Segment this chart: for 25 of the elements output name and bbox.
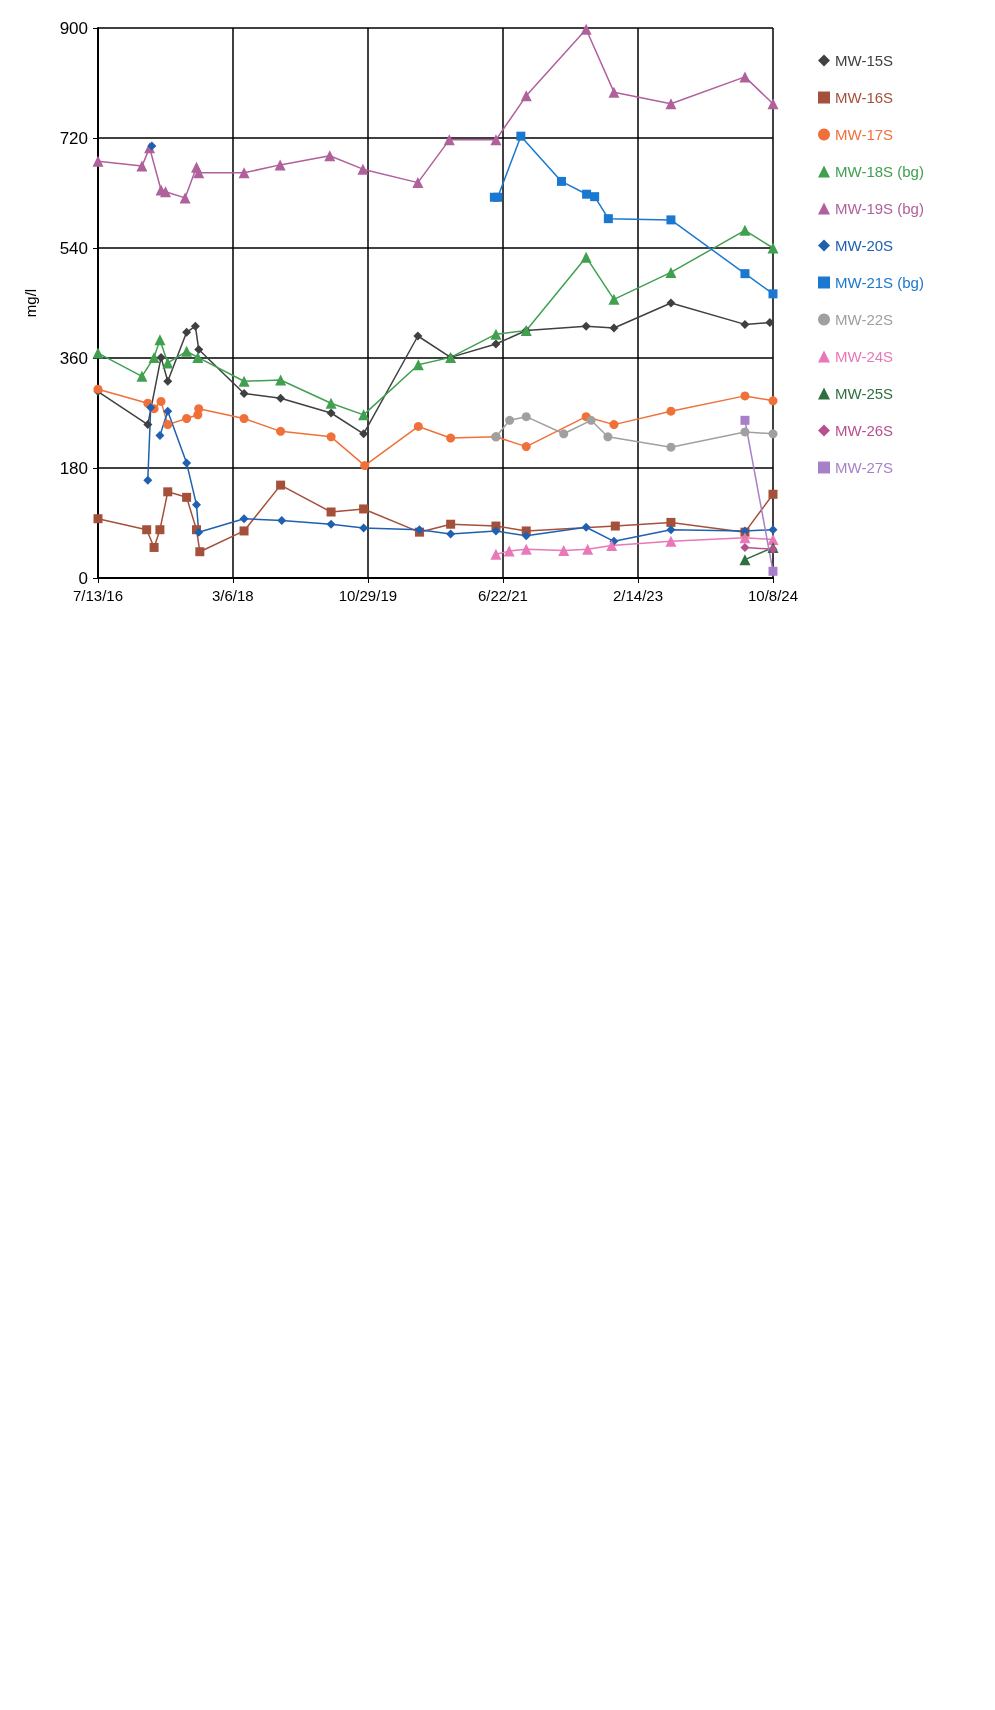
legend-label: MW-15S	[835, 52, 894, 69]
y-tick-label: 180	[59, 458, 88, 478]
y-axis-title: mg/l	[22, 288, 39, 318]
legend-label: MW-22S	[835, 311, 894, 328]
y-tick-label: 900	[59, 18, 88, 38]
legend-label: MW-20S	[835, 237, 894, 254]
legend-label: MW-16S	[835, 89, 894, 106]
legend-label: MW-21S (bg)	[835, 274, 924, 291]
legend-label: MW-24S	[835, 348, 894, 365]
legend-label: MW-18S (bg)	[835, 163, 924, 180]
legend-label: MW-17S	[835, 126, 894, 143]
y-tick-label: 360	[59, 348, 88, 368]
y-tick-label: 540	[59, 238, 88, 258]
x-tick-label: 3/6/18	[211, 587, 254, 604]
x-tick-label: 10/29/19	[338, 587, 398, 604]
x-tick-label: 7/13/16	[72, 587, 124, 604]
legend-label: MW-27S	[835, 459, 894, 476]
legend-label: MW-19S (bg)	[835, 200, 924, 217]
legend-label: MW-26S	[835, 422, 894, 439]
y-tick-label: 0	[78, 568, 88, 588]
x-tick-label: 2/14/23	[612, 587, 663, 604]
x-tick-label: 10/8/24	[747, 587, 799, 604]
legend-label: MW-25S	[835, 385, 894, 402]
x-tick-label: 6/22/21	[477, 587, 528, 604]
y-tick-label: 720	[59, 128, 88, 148]
